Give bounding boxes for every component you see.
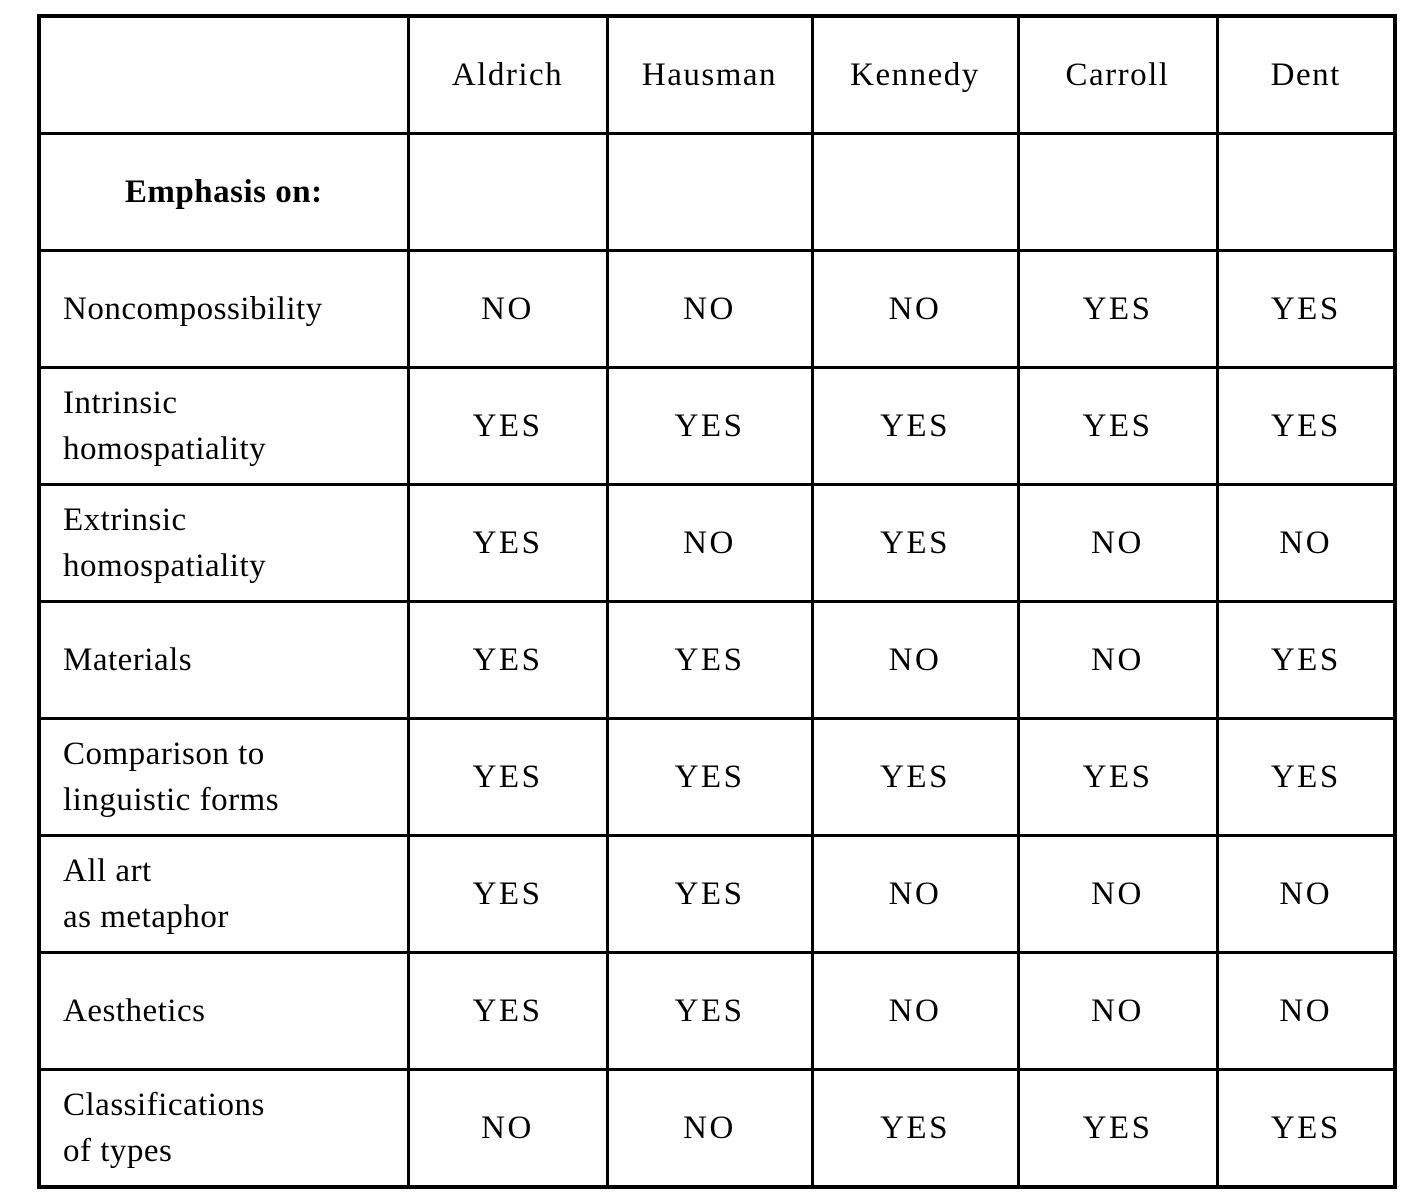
cell-value: YES — [1215, 249, 1397, 369]
empty-cell — [406, 132, 609, 252]
column-header-hausman: Hausman — [605, 14, 814, 135]
table-row: Extrinsic homospatiality YES NO YES NO NO — [37, 483, 1397, 603]
cell-value: NO — [1215, 834, 1397, 954]
cell-value: YES — [810, 483, 1020, 603]
row-label-line: Intrinsic — [63, 385, 178, 421]
cell-value: YES — [605, 717, 814, 837]
row-label: Comparison to linguistic forms — [37, 717, 410, 837]
table-row: Noncompossibility NO NO NO YES YES — [37, 249, 1397, 369]
cell-value: YES — [605, 951, 814, 1071]
column-header-dent: Dent — [1215, 14, 1397, 135]
row-label-line: All art — [63, 853, 152, 889]
cell-value: YES — [810, 1068, 1020, 1189]
empty-cell — [1215, 132, 1397, 252]
table-row: Materials YES YES NO NO YES — [37, 600, 1397, 720]
cell-value: YES — [605, 366, 814, 486]
row-label-line: Aesthetics — [63, 993, 206, 1029]
row-label: Extrinsic homospatiality — [37, 483, 410, 603]
cell-value: NO — [810, 834, 1020, 954]
comparison-table: Aldrich Hausman Kennedy Carroll Dent Emp… — [37, 14, 1397, 1189]
cell-value: NO — [1016, 483, 1219, 603]
row-label-line: homospatiality — [63, 431, 267, 467]
corner-cell — [37, 14, 410, 135]
cell-value: YES — [1215, 717, 1397, 837]
row-label: Classifications of types — [37, 1068, 410, 1189]
cell-value: NO — [605, 1068, 814, 1189]
cell-value: YES — [810, 366, 1020, 486]
cell-value: NO — [810, 249, 1020, 369]
row-label-line: Comparison to — [63, 736, 265, 772]
row-label-line: Classifications — [63, 1087, 265, 1123]
cell-value: YES — [1215, 366, 1397, 486]
cell-value: NO — [810, 951, 1020, 1071]
cell-value: YES — [1215, 1068, 1397, 1189]
empty-cell — [810, 132, 1020, 252]
cell-value: NO — [1016, 834, 1219, 954]
cell-value: YES — [1016, 1068, 1219, 1189]
cell-value: YES — [1016, 366, 1219, 486]
cell-value: YES — [406, 717, 609, 837]
cell-value: YES — [605, 600, 814, 720]
cell-value: NO — [605, 249, 814, 369]
row-label-line: homospatiality — [63, 548, 267, 584]
section-header-label: Emphasis on: — [37, 132, 410, 252]
row-label-line: linguistic forms — [63, 782, 280, 818]
row-label: Intrinsic homospatiality — [37, 366, 410, 486]
cell-value: NO — [605, 483, 814, 603]
cell-value: YES — [406, 951, 609, 1071]
cell-value: NO — [810, 600, 1020, 720]
cell-value: YES — [810, 717, 1020, 837]
comparison-table-wrap: Aldrich Hausman Kennedy Carroll Dent Emp… — [37, 14, 1397, 1189]
section-header-row: Emphasis on: — [37, 132, 1397, 252]
table-row: All art as metaphor YES YES NO NO NO — [37, 834, 1397, 954]
column-header-kennedy: Kennedy — [810, 14, 1020, 135]
row-label-line: as metaphor — [63, 899, 229, 935]
row-label-line: Noncompossibility — [63, 291, 323, 327]
row-label-line: of types — [63, 1133, 173, 1169]
cell-value: YES — [1215, 600, 1397, 720]
table-row: Classifications of types NO NO YES YES YES — [37, 1068, 1397, 1189]
cell-value: YES — [406, 600, 609, 720]
cell-value: NO — [1215, 483, 1397, 603]
cell-value: YES — [406, 366, 609, 486]
row-label: Materials — [37, 600, 410, 720]
cell-value: YES — [1016, 249, 1219, 369]
cell-value: YES — [406, 834, 609, 954]
cell-value: NO — [406, 1068, 609, 1189]
row-label-line: Extrinsic — [63, 502, 187, 538]
empty-cell — [1016, 132, 1219, 252]
cell-value: NO — [1215, 951, 1397, 1071]
cell-value: NO — [1016, 951, 1219, 1071]
cell-value: YES — [1016, 717, 1219, 837]
cell-value: YES — [605, 834, 814, 954]
cell-value: YES — [406, 483, 609, 603]
row-label: Aesthetics — [37, 951, 410, 1071]
table-row: Aesthetics YES YES NO NO NO — [37, 951, 1397, 1071]
cell-value: NO — [406, 249, 609, 369]
cell-value: NO — [1016, 600, 1219, 720]
table-row: Intrinsic homospatiality YES YES YES YES YES — [37, 366, 1397, 486]
row-label-line: Materials — [63, 642, 193, 678]
column-header-carroll: Carroll — [1016, 14, 1219, 135]
column-header-aldrich: Aldrich — [406, 14, 609, 135]
header-row: Aldrich Hausman Kennedy Carroll Dent — [37, 14, 1397, 135]
row-label: All art as metaphor — [37, 834, 410, 954]
table-row: Comparison to linguistic forms YES YES YES YE… — [37, 717, 1397, 837]
row-label: Noncompossibility — [37, 249, 410, 369]
empty-cell — [605, 132, 814, 252]
